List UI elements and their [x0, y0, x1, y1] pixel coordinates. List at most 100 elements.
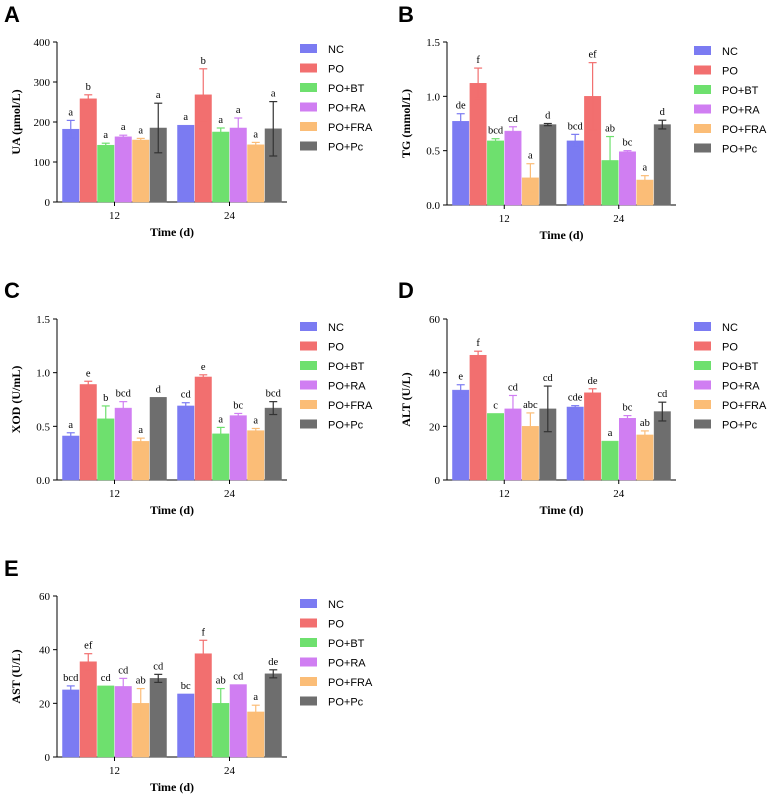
- x-tick-label: 12: [109, 488, 120, 500]
- significance-label: cd: [101, 673, 112, 684]
- bar: [247, 144, 265, 203]
- y-axis-title: UA (μmol/L): [9, 89, 23, 154]
- legend-label: PO+FRA: [722, 124, 767, 136]
- x-tick-label: 24: [224, 488, 236, 500]
- significance-label: ab: [605, 124, 615, 135]
- bar: [566, 406, 584, 481]
- bar: [601, 440, 619, 481]
- y-tick-label: 60: [429, 314, 441, 326]
- bar: [452, 389, 470, 481]
- significance-label: a: [253, 415, 258, 426]
- legend-swatch: [300, 322, 317, 331]
- significance-label: abc: [523, 400, 538, 411]
- y-tick-label: 20: [429, 421, 441, 433]
- legend-swatch: [300, 657, 317, 667]
- panel-b: B0.00.51.01.5defbcdcdad12bcdefabbcad24Ti…: [398, 2, 767, 242]
- legend-label: NC: [328, 599, 344, 611]
- x-axis-title: Time (d): [539, 503, 583, 517]
- legend-swatch: [300, 638, 317, 647]
- legend-swatch: [694, 143, 711, 153]
- significance-label: b: [201, 56, 206, 67]
- legend-label: PO+BT: [722, 85, 759, 97]
- bar: [452, 121, 470, 206]
- legend-label: PO: [328, 619, 344, 631]
- bar: [619, 151, 636, 206]
- legend-swatch: [694, 85, 711, 94]
- y-tick-label: 1.5: [426, 37, 440, 49]
- significance-label: bcd: [568, 121, 584, 132]
- significance-label: bc: [623, 138, 633, 149]
- legend-label: NC: [328, 44, 344, 56]
- x-axis-title: Time (d): [150, 780, 194, 794]
- significance-label: cd: [153, 661, 164, 672]
- bar: [132, 139, 150, 203]
- legend-label: PO+Pc: [722, 420, 758, 432]
- y-tick-label: 200: [34, 117, 51, 129]
- bar: [149, 397, 167, 481]
- bar: [212, 131, 230, 203]
- x-tick-label: 12: [109, 765, 120, 777]
- x-tick-label: 12: [109, 210, 120, 222]
- legend-swatch: [300, 599, 317, 608]
- bar: [566, 140, 584, 206]
- significance-label: a: [218, 414, 223, 425]
- legend-swatch: [694, 419, 711, 429]
- x-axis-title: Time (d): [150, 225, 194, 239]
- bar: [62, 435, 80, 481]
- legend-swatch: [300, 618, 317, 628]
- bar: [264, 673, 282, 758]
- panel-letter: D: [398, 278, 414, 303]
- legend-label: PO: [722, 342, 738, 354]
- legend-label: PO+BT: [722, 361, 759, 373]
- legend-swatch: [694, 361, 711, 370]
- legend-swatch: [300, 63, 317, 73]
- significance-label: f: [202, 627, 206, 638]
- significance-label: f: [476, 55, 480, 66]
- legend-label: PO+Pc: [328, 697, 364, 709]
- bar: [177, 124, 195, 203]
- y-tick-label: 400: [34, 37, 51, 49]
- y-tick-label: 0.0: [426, 200, 440, 212]
- panel-a: A 0 100 200 300 400 a b a a a a 12 a b a a a a 24 Time (d) UA…: [4, 2, 373, 239]
- x-tick-label: 24: [224, 210, 236, 222]
- significance-label: b: [103, 393, 108, 404]
- bar: [539, 124, 557, 206]
- bar: [487, 140, 504, 206]
- significance-label: cd: [508, 382, 519, 393]
- legend-label: NC: [722, 322, 738, 334]
- y-tick-label: 300: [34, 77, 51, 89]
- bar: [114, 686, 132, 758]
- legend-swatch: [300, 677, 317, 686]
- significance-label: bcd: [266, 389, 282, 400]
- significance-label: ef: [589, 50, 598, 61]
- legend-swatch: [300, 141, 317, 151]
- legend-label: PO+BT: [328, 83, 365, 95]
- y-axis-title: XOD (U/mL): [9, 366, 23, 434]
- legend-label: PO+RA: [328, 381, 366, 393]
- legend-label: NC: [722, 46, 738, 58]
- legend-swatch: [694, 380, 711, 390]
- significance-label: a: [68, 107, 73, 118]
- significance-label: cd: [118, 665, 129, 676]
- legend-label: PO+FRA: [328, 400, 373, 412]
- legend-label: PO+BT: [328, 361, 365, 373]
- significance-label: d: [545, 111, 551, 122]
- significance-label: bcd: [116, 389, 132, 400]
- y-tick-label: 0: [45, 197, 51, 209]
- y-tick-label: 40: [429, 368, 441, 380]
- significance-label: cd: [233, 672, 244, 683]
- panel-letter: E: [4, 556, 19, 581]
- significance-label: de: [268, 657, 278, 668]
- significance-label: a: [218, 115, 223, 126]
- significance-label: e: [458, 372, 463, 383]
- bar: [97, 685, 115, 758]
- bar: [469, 354, 487, 481]
- y-tick-label: 0.5: [36, 421, 50, 433]
- legend-swatch: [300, 696, 317, 706]
- significance-label: a: [68, 420, 73, 431]
- significance-label: a: [138, 425, 143, 436]
- significance-label: bcd: [63, 673, 79, 684]
- significance-label: a: [236, 105, 241, 116]
